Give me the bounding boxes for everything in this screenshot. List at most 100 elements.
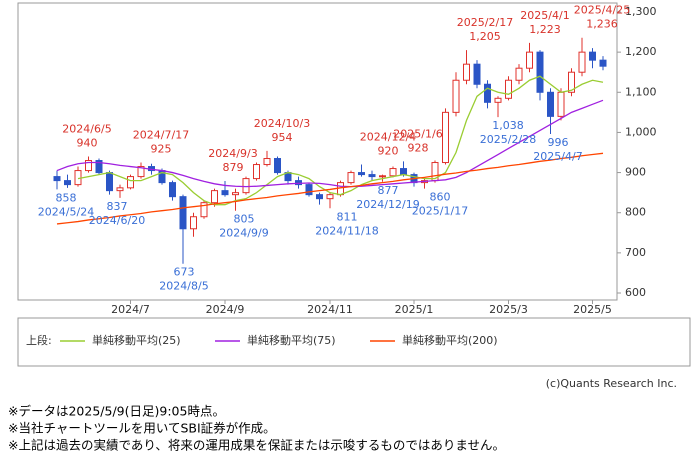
legend-label: 単純移動平均(25) bbox=[92, 333, 181, 347]
annotation-date: 2024/12/19 bbox=[356, 198, 419, 211]
annotation-value: 925 bbox=[151, 143, 172, 156]
x-tick-label: 2025/1 bbox=[395, 303, 434, 316]
candle-body bbox=[389, 168, 397, 177]
annotation-value: 879 bbox=[223, 161, 244, 174]
annotation-date: 2024/12/4 bbox=[360, 131, 416, 144]
candle-body bbox=[473, 63, 481, 85]
candle-body bbox=[452, 79, 460, 113]
annotation-value: 1,236 bbox=[586, 18, 618, 31]
x-tick-label: 2025/5 bbox=[573, 303, 612, 316]
y-tick-label: 1,200 bbox=[625, 45, 657, 58]
note: ※当社チャートツールを用いてSBI証券が作成。 bbox=[8, 421, 276, 436]
y-tick-label: 800 bbox=[625, 206, 646, 219]
candle-body bbox=[116, 187, 124, 192]
annotation-date: 2025/4/25 bbox=[574, 4, 630, 17]
annotation-date: 2024/9/3 bbox=[208, 147, 257, 160]
candle-body bbox=[536, 51, 544, 93]
candle-body bbox=[305, 184, 313, 196]
x-tick-label: 2024/9 bbox=[206, 303, 245, 316]
x-tick-label: 2025/3 bbox=[489, 303, 528, 316]
candle-body bbox=[379, 175, 386, 178]
candle-body bbox=[64, 180, 71, 186]
x-tick-label: 2024/11 bbox=[307, 303, 353, 316]
candle-body bbox=[368, 174, 376, 178]
candle-body bbox=[253, 164, 260, 180]
candle-body bbox=[274, 158, 281, 174]
candle-body bbox=[200, 202, 208, 218]
annotation-date: 2024/9/9 bbox=[219, 227, 268, 240]
candle-body bbox=[400, 168, 407, 176]
annotation-value: 811 bbox=[337, 210, 358, 223]
annotation-date: 2025/2/17 bbox=[457, 16, 513, 29]
moving-average-line bbox=[56, 99, 604, 188]
y-tick-label: 600 bbox=[625, 286, 646, 299]
candle-body bbox=[442, 111, 449, 164]
candle-body bbox=[505, 79, 512, 99]
candle-body bbox=[494, 97, 502, 103]
annotation-value: 928 bbox=[408, 141, 429, 154]
candle-body bbox=[316, 194, 323, 200]
annotation-date: 2024/6/20 bbox=[89, 214, 145, 227]
candle-body bbox=[221, 190, 229, 196]
annotation-value: 954 bbox=[272, 131, 293, 144]
candle-body bbox=[295, 180, 302, 186]
note: ※データは2025/5/9(日足)9:05時点。 bbox=[8, 404, 225, 419]
annotation-value: 860 bbox=[430, 191, 451, 204]
candle-body bbox=[190, 216, 197, 230]
annotation-value: 1,038 bbox=[492, 119, 524, 132]
y-tick-label: 1,300 bbox=[625, 5, 657, 18]
annotation-date: 2024/11/18 bbox=[315, 224, 378, 237]
candle-body bbox=[515, 67, 523, 81]
candle-body bbox=[53, 176, 61, 182]
candle-body bbox=[557, 91, 565, 117]
legend-title: 上段: bbox=[26, 333, 52, 347]
candle-body bbox=[463, 63, 470, 81]
candle-body bbox=[589, 51, 596, 61]
y-tick-label: 900 bbox=[625, 166, 646, 179]
annotation-date: 2024/8/5 bbox=[159, 280, 208, 293]
annotation-value: 877 bbox=[378, 184, 399, 197]
annotation-value: 1,205 bbox=[469, 30, 501, 43]
annotation-value: 858 bbox=[56, 191, 77, 204]
candle-body bbox=[568, 71, 575, 93]
plot-frame bbox=[17, 2, 618, 301]
legend-label: 単純移動平均(200) bbox=[402, 333, 498, 347]
y-tick-label: 700 bbox=[625, 246, 646, 259]
annotation-date: 2024/7/17 bbox=[133, 129, 189, 142]
annotation-date: 2025/4/7 bbox=[533, 150, 582, 163]
note: ※上記は過去の実績であり、将来の運用成果を保証または示唆するものではありません。 bbox=[8, 438, 505, 453]
candle-body bbox=[326, 194, 334, 200]
legend-label: 単純移動平均(75) bbox=[247, 333, 336, 347]
annotation-date: 2024/10/3 bbox=[254, 117, 310, 130]
candle-body bbox=[242, 178, 250, 194]
y-tick-label: 1,000 bbox=[625, 125, 657, 138]
candle-body bbox=[85, 160, 92, 172]
annotation-value: 837 bbox=[107, 200, 128, 213]
candle-body bbox=[599, 59, 607, 67]
annotation-date: 2024/5/24 bbox=[38, 205, 94, 218]
candle-body bbox=[169, 182, 176, 198]
annotation-date: 2025/4/1 bbox=[520, 9, 569, 22]
annotation-date: 2025/1/17 bbox=[412, 205, 468, 218]
annotation-value: 1,223 bbox=[529, 23, 561, 36]
candle-body bbox=[358, 172, 365, 176]
candle-body bbox=[578, 51, 586, 73]
annotation-value: 673 bbox=[174, 266, 195, 279]
candle-body bbox=[179, 196, 187, 230]
annotation-date: 2024/6/5 bbox=[62, 123, 111, 136]
annotation-date: 2025/2/28 bbox=[480, 133, 536, 146]
annotation-value: 805 bbox=[234, 213, 255, 226]
x-tick-label: 2024/7 bbox=[111, 303, 150, 316]
candle-body bbox=[127, 176, 134, 189]
candle-body bbox=[263, 158, 271, 166]
candle-body bbox=[211, 190, 218, 204]
annotation-value: 920 bbox=[378, 145, 399, 158]
annotation-value: 940 bbox=[77, 137, 98, 150]
annotation-value: 996 bbox=[548, 136, 569, 149]
candle-body bbox=[547, 91, 554, 117]
moving-average-line bbox=[56, 152, 604, 225]
candle-body bbox=[484, 83, 491, 103]
candle-body bbox=[347, 172, 355, 184]
annotation-date: 2025/1/6 bbox=[393, 127, 442, 140]
